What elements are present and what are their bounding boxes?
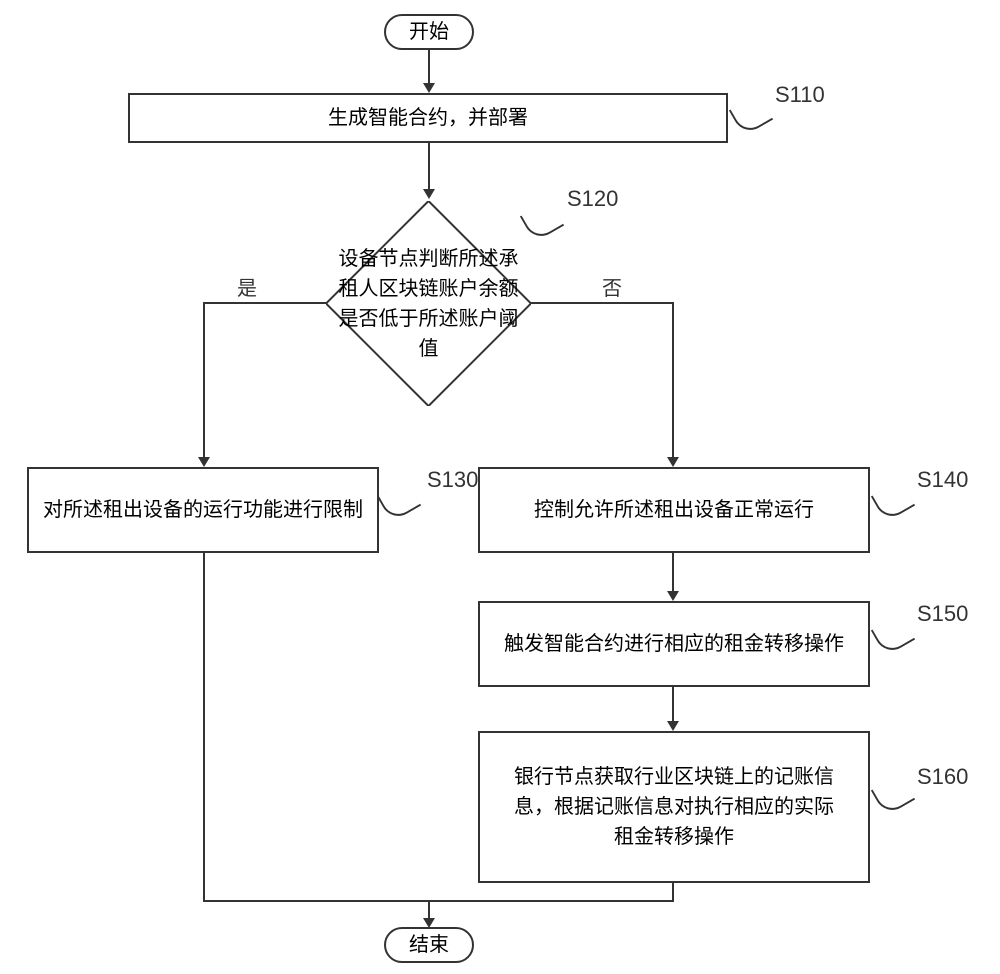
s130-text: 对所述租出设备的运行功能进行限制 [43, 495, 363, 525]
s110-node: 生成智能合约，并部署 [128, 93, 728, 143]
arrow [428, 900, 430, 920]
s140-node: 控制允许所述租出设备正常运行 [478, 467, 870, 553]
s110-curve [729, 94, 773, 137]
end-text: 结束 [409, 930, 449, 960]
arrow [672, 553, 674, 593]
arrow-head [423, 189, 435, 199]
s130-node: 对所述租出设备的运行功能进行限制 [27, 467, 379, 553]
arrow [203, 302, 205, 458]
arrow-head [667, 721, 679, 731]
arrow-head [667, 457, 679, 467]
s150-label: S150 [917, 601, 968, 627]
end-node: 结束 [384, 927, 474, 963]
flowchart-container: 开始 生成智能合约，并部署 S110 设备节点判断所述承租人区块链账户余额是否低… [0, 0, 1000, 974]
s150-node: 触发智能合约进行相应的租金转移操作 [478, 601, 870, 687]
s120-text: 设备节点判断所述承租人区块链账户余额是否低于所述账户阈值 [339, 244, 519, 364]
s140-label: S140 [917, 467, 968, 493]
s140-curve [871, 480, 915, 523]
arrow [428, 50, 430, 85]
yes-label: 是 [237, 272, 257, 301]
s130-curve [377, 480, 421, 523]
s160-curve [871, 774, 915, 817]
s130-label: S130 [427, 467, 478, 493]
s140-text: 控制允许所述租出设备正常运行 [534, 495, 814, 525]
arrow [203, 302, 326, 304]
arrow-head [198, 457, 210, 467]
s110-label: S110 [775, 82, 825, 108]
arrow-head [423, 83, 435, 93]
s110-text: 生成智能合约，并部署 [328, 103, 528, 133]
s160-node: 银行节点获取行业区块链上的记账信息，根据记账信息对执行相应的实际租金转移操作 [478, 731, 870, 883]
no-label: 否 [602, 272, 622, 301]
s120-label: S120 [567, 186, 618, 212]
arrow [203, 553, 205, 902]
s150-text: 触发智能合约进行相应的租金转移操作 [504, 629, 844, 659]
s150-curve [871, 614, 915, 657]
s160-text: 银行节点获取行业区块链上的记账信息，根据记账信息对执行相应的实际租金转移操作 [509, 762, 839, 852]
arrow [531, 302, 674, 304]
arrow-head [667, 591, 679, 601]
arrow [203, 900, 674, 902]
arrow [428, 143, 430, 191]
s120-node: 设备节点判断所述承租人区块链账户余额是否低于所述账户阈值 [326, 201, 531, 406]
s160-label: S160 [917, 764, 968, 790]
arrow [672, 302, 674, 458]
start-node: 开始 [384, 14, 474, 50]
arrow [672, 687, 674, 723]
start-text: 开始 [409, 17, 449, 47]
